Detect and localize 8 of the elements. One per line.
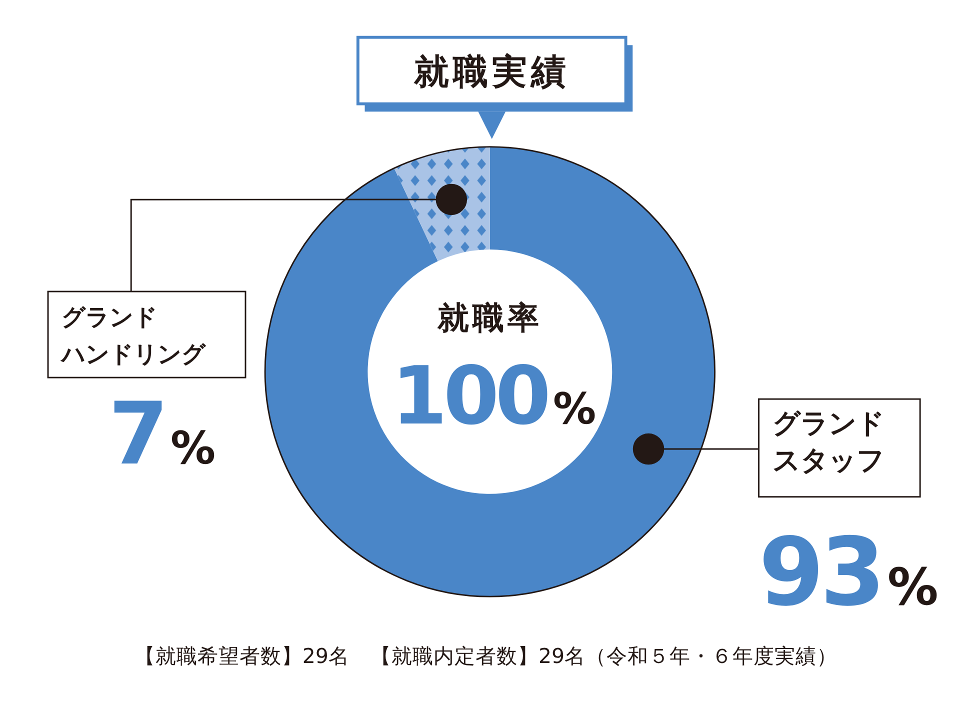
data-label: 7% <box>108 384 216 485</box>
text: 100% <box>392 350 596 443</box>
data-label: 93% <box>758 518 938 628</box>
text: 就職率 <box>436 300 542 337</box>
chart-title: 就職実績 <box>413 51 570 92</box>
slice-label: グランドハンドリング <box>60 302 207 368</box>
slice-label: グランドスタッフ <box>772 408 884 476</box>
text: 【就職希望者数】29名 【就職内定者数】29名（令和５年・６年度実績） <box>134 644 838 668</box>
